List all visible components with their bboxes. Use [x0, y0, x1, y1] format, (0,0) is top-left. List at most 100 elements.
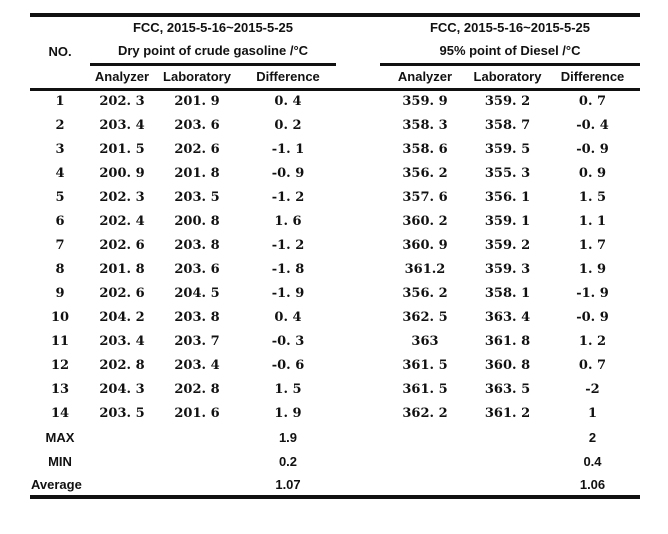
left-analyzer-cell: 204. 2	[99, 309, 145, 325]
left-laboratory-cell: 204. 5	[174, 285, 220, 301]
gap-cell	[336, 473, 380, 497]
gap-cell	[336, 281, 380, 305]
summary-label-cell: MAX	[45, 429, 75, 445]
title-row: FCC, 2015-5-16~2015-5-25 FCC, 2015-5-16~…	[30, 15, 640, 38]
left-difference-cell: 0. 2	[274, 117, 302, 133]
left-difference-cell: -1. 1	[271, 141, 305, 157]
left-difference-cell: 1. 5	[274, 381, 302, 397]
left-difference-cell: 0. 4	[274, 309, 302, 325]
analyzer-laboratory-comparison-table: FCC, 2015-5-16~2015-5-25 FCC, 2015-5-16~…	[30, 13, 640, 499]
right-analyzer-cell: 358. 6	[402, 141, 448, 157]
left-difference-cell: 0.2	[278, 453, 298, 469]
left-laboratory-header: Laboratory	[154, 64, 240, 91]
row-number-cell: 3	[55, 141, 65, 157]
right-laboratory-cell: 360. 8	[484, 357, 531, 373]
left-laboratory-cell: 201. 8	[174, 165, 220, 181]
right-analyzer-cell	[380, 425, 470, 449]
right-analyzer-cell: 356. 2	[402, 165, 448, 181]
right-difference-header: Difference	[545, 64, 640, 91]
right-analyzer-cell: 362. 5	[402, 309, 448, 325]
right-analyzer-cell: 361. 5	[402, 357, 448, 373]
row-number-cell: 6	[55, 213, 65, 229]
right-difference-cell: 0. 7	[578, 94, 607, 110]
right-laboratory-cell: 363. 4	[484, 309, 531, 325]
left-laboratory-cell: 202. 8	[174, 381, 220, 397]
right-laboratory-cell	[470, 473, 545, 497]
table-row: 10 204. 2 203. 8 0. 4 362. 5 363. 4 -0. 9	[30, 305, 640, 329]
right-difference-cell: 1. 2	[578, 333, 607, 349]
right-analyzer-cell: 358. 3	[402, 117, 448, 133]
left-laboratory-cell	[154, 425, 240, 449]
gap-cell	[336, 401, 380, 425]
right-difference-cell: 1.06	[579, 476, 606, 492]
right-difference-cell: 1. 1	[578, 213, 607, 229]
row-number-cell: 13	[50, 381, 70, 397]
right-analyzer-cell: 363	[411, 333, 439, 349]
table-row: 2 203. 4 203. 6 0. 2 358. 3 358. 7 -0. 4	[30, 113, 640, 137]
right-laboratory-cell	[470, 425, 545, 449]
right-difference-cell: 1	[587, 405, 598, 421]
right-difference-cell: -1. 9	[576, 285, 609, 301]
left-laboratory-cell: 200. 8	[174, 213, 220, 229]
left-analyzer-cell: 203. 5	[99, 405, 145, 421]
gap-cell	[336, 161, 380, 185]
table-row: 1 202. 3 201. 9 0. 4 359. 9 359. 2 0. 7	[30, 89, 640, 113]
right-difference-cell: 0.4	[583, 453, 602, 469]
left-difference-cell: 1. 9	[274, 405, 302, 421]
row-number-cell: 11	[50, 333, 70, 349]
right-analyzer-cell: 361.2	[404, 261, 446, 277]
left-difference-cell: 1.07	[275, 476, 301, 492]
right-laboratory-cell: 355. 3	[484, 165, 531, 181]
table-row: 6 202. 4 200. 8 1. 6 360. 2 359. 1 1. 1	[30, 209, 640, 233]
group-gap	[336, 38, 380, 64]
left-analyzer-cell: 201. 5	[99, 141, 145, 157]
row-number-cell: 1	[55, 94, 65, 110]
right-analyzer-cell: 359. 9	[402, 94, 448, 110]
right-group-subtitle: 95% point of Diesel /°C	[380, 38, 640, 66]
summary-row: Average 1.07 1.06	[30, 473, 640, 497]
left-analyzer-cell: 200. 9	[99, 165, 145, 181]
no-column-header: NO.	[48, 43, 72, 59]
row-number-cell: 7	[55, 237, 65, 253]
left-laboratory-cell: 203. 6	[174, 261, 220, 277]
row-number-cell: 5	[55, 189, 65, 205]
row-number-cell: 10	[50, 309, 70, 325]
row-number-cell: 2	[55, 117, 65, 133]
summary-label-cell: Average	[31, 476, 82, 492]
left-analyzer-header: Analyzer	[90, 64, 154, 91]
row-number-cell: 4	[55, 165, 65, 181]
group-subtitle-row: NO. Dry point of crude gasoline /°C 95% …	[30, 38, 640, 66]
right-difference-cell: 2	[588, 429, 597, 445]
right-analyzer-cell: 360. 9	[402, 237, 448, 253]
left-difference-header: Difference	[240, 64, 336, 91]
left-difference-cell: -0. 3	[271, 333, 305, 349]
group-gap	[336, 15, 380, 38]
left-laboratory-cell: 201. 9	[174, 94, 220, 110]
gap-cell	[336, 233, 380, 257]
left-analyzer-cell: 204. 3	[99, 381, 145, 397]
left-analyzer-cell: 202. 8	[99, 357, 145, 373]
right-difference-cell: 1. 5	[578, 189, 607, 205]
left-analyzer-cell: 202. 6	[99, 285, 145, 301]
right-analyzer-header: Analyzer	[380, 64, 470, 91]
right-laboratory-cell: 358. 1	[484, 285, 531, 301]
gap-cell	[336, 89, 380, 113]
left-laboratory-cell: 203. 6	[174, 117, 220, 133]
no-column-spacer	[30, 64, 90, 91]
right-laboratory-cell: 363. 5	[484, 381, 531, 397]
left-laboratory-cell: 203. 8	[174, 309, 220, 325]
right-analyzer-cell: 356. 2	[402, 285, 448, 301]
right-difference-cell: 0. 7	[578, 357, 607, 373]
left-difference-cell: -1. 2	[271, 189, 305, 205]
table-row: 11 203. 4 203. 7 -0. 3 363 361. 8 1. 2	[30, 329, 640, 353]
left-analyzer-cell	[90, 449, 154, 473]
left-laboratory-cell	[154, 473, 240, 497]
left-analyzer-cell: 202. 6	[99, 237, 145, 253]
left-analyzer-cell: 202. 4	[99, 213, 145, 229]
left-analyzer-cell: 202. 3	[99, 189, 145, 205]
gap-cell	[336, 425, 380, 449]
table-row: 4 200. 9 201. 8 -0. 9 356. 2 355. 3 0. 9	[30, 161, 640, 185]
right-difference-cell: 1. 9	[578, 261, 607, 277]
summary-label-cell: MIN	[48, 453, 72, 469]
